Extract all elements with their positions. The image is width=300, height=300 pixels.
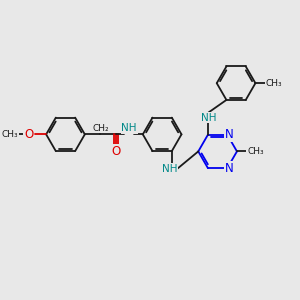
Text: O: O xyxy=(112,145,121,158)
Text: CH₃: CH₃ xyxy=(247,147,264,156)
Text: NH: NH xyxy=(201,112,216,123)
Text: NH: NH xyxy=(122,123,137,133)
Text: N: N xyxy=(225,128,234,141)
Text: CH₃: CH₃ xyxy=(2,130,18,139)
Text: O: O xyxy=(24,128,33,141)
Text: CH₂: CH₂ xyxy=(92,124,109,133)
Text: NH: NH xyxy=(162,164,177,174)
Text: N: N xyxy=(225,162,234,175)
Text: CH₃: CH₃ xyxy=(266,79,282,88)
